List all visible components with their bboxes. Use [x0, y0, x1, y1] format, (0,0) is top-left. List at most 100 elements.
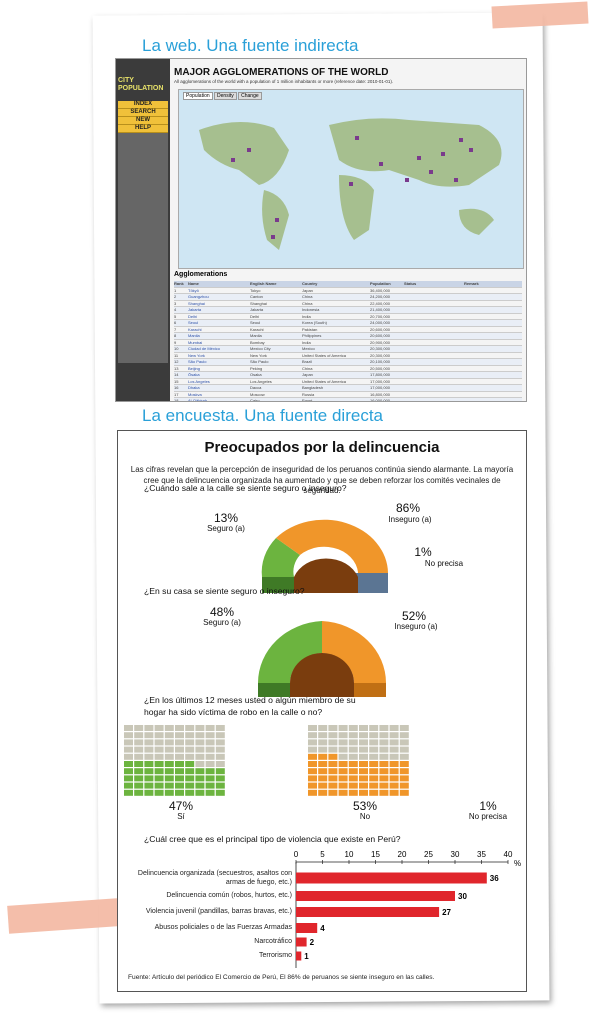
bar-value-label: 1	[304, 952, 309, 961]
menu-item-help[interactable]: HELP	[118, 125, 168, 133]
waffle-cell-si	[195, 739, 205, 746]
menu-item-index[interactable]: INDEX	[118, 101, 168, 109]
table-cell: 22,400,000	[370, 300, 391, 306]
waffle-cell-no	[389, 732, 399, 739]
waffle-cell-no	[308, 761, 317, 767]
table-cell: 9	[174, 339, 177, 345]
table-cell: 13	[174, 365, 179, 371]
waffle-cell-no	[318, 739, 328, 746]
waffle-cell-no	[348, 761, 358, 767]
waffle-cell-no	[328, 775, 338, 782]
waffle-cell-si	[134, 732, 144, 739]
waffle-cell-no	[338, 725, 348, 731]
table-cell[interactable]: Manila	[188, 333, 200, 338]
table-cell: Japan	[302, 287, 313, 293]
table-cell: Canton	[250, 294, 263, 299]
waffle-cell-si	[215, 768, 225, 775]
waffle-cell-si	[154, 789, 164, 796]
table-row: 5 Delhi Delhi India 20,700,000	[174, 313, 522, 320]
waffle-cell-si	[134, 782, 144, 789]
table-cell[interactable]: Ciudad de México	[188, 346, 221, 351]
waffle-cell-si	[185, 775, 195, 782]
waffle-cell-no	[359, 782, 368, 789]
table-cell[interactable]: New York	[188, 352, 205, 358]
table-cell[interactable]: Mumbai	[188, 339, 203, 345]
table-cell[interactable]: Tōkyō	[188, 287, 199, 293]
world-map[interactable]: Population Density Change	[178, 89, 524, 269]
q2-seguro-pct: 48%	[209, 605, 235, 619]
waffle-cell-si	[154, 761, 164, 767]
waffle-cell-no	[348, 768, 358, 775]
waffle-cell-no	[328, 725, 338, 731]
waffle-cell-no	[379, 768, 389, 775]
waffle-cell-no	[348, 753, 358, 760]
waffle-cell-si	[175, 753, 184, 760]
x-tick-label: 15	[371, 850, 380, 859]
waffle-cell-si	[154, 739, 164, 746]
chart-q1-street	[261, 519, 388, 593]
table-cell: 17,000,000	[370, 385, 391, 390]
waffle-cell-si	[154, 732, 164, 739]
table-row: 10 Ciudad de México Mexico City Mexico 20,30…	[174, 346, 522, 353]
waffle-cell-si	[144, 789, 154, 796]
tab-change[interactable]: Change	[238, 92, 262, 100]
waffle-cell-no	[359, 761, 368, 767]
table-cell: Population	[370, 281, 391, 286]
waffle-cell-no	[389, 739, 399, 746]
table-cell: 17	[174, 391, 179, 397]
table-cell: 16,000,000	[370, 398, 391, 402]
table-cell: 11	[174, 352, 179, 358]
table-cell[interactable]: Delhi	[188, 313, 198, 319]
table-cell: India	[302, 313, 311, 319]
table-cell[interactable]: Beijing	[188, 365, 201, 371]
bar	[296, 951, 302, 961]
table-cell[interactable]: Moskva	[188, 391, 202, 397]
menu-item-new[interactable]: NEW	[118, 117, 168, 125]
waffle-cell-si	[175, 746, 184, 753]
table-cell[interactable]: Jakarta	[188, 307, 202, 312]
waffle-cell-no	[328, 789, 338, 796]
waffle-cell-si	[195, 775, 205, 782]
waffle-cell-si	[205, 732, 215, 739]
table-cell[interactable]: São Paulo	[188, 359, 207, 364]
waffle-cell-si	[185, 739, 195, 746]
grid-si	[124, 725, 225, 796]
waffle-cell-no	[399, 739, 409, 746]
survey-intro: Las cifras revelan que la percepción de …	[130, 465, 514, 495]
waffle-cell-si	[215, 782, 225, 789]
table-cell[interactable]: Shanghai	[188, 300, 205, 306]
waffle-cell-no	[379, 732, 389, 739]
table-cell[interactable]: Karachi	[188, 326, 202, 332]
table-cell[interactable]: Ōsaka	[188, 372, 200, 377]
tab-density[interactable]: Density	[214, 92, 237, 100]
q1-np-pct: 1%	[414, 545, 432, 559]
table-cell: Dacca	[250, 385, 262, 390]
waffle-cell-no	[308, 782, 317, 789]
bar-category-label: Narcotráfico	[254, 938, 292, 945]
tab-population[interactable]: Population	[183, 92, 213, 100]
table-cell[interactable]: Al-Qāhirah	[188, 398, 208, 402]
table-cell: Philippines	[302, 333, 322, 338]
table-cell: 20,300,000	[370, 352, 391, 358]
table-row: 14 Ōsaka Osaka Japan 17,800,000	[174, 372, 522, 379]
waffle-cell-no	[338, 732, 348, 739]
table-cell[interactable]: Dhaka	[188, 385, 200, 390]
waffle-cell-si	[164, 753, 174, 760]
waffle-cell-si	[164, 739, 174, 746]
table-cell[interactable]: Los Angeles	[188, 378, 210, 384]
map-tabs: Population Density Change	[183, 92, 262, 100]
waffle-cell-no	[359, 746, 368, 753]
waffle-cell-si	[215, 789, 225, 796]
table-cell[interactable]: Guangzhou	[188, 294, 209, 299]
waffle-cell-si	[144, 732, 154, 739]
menu-item-search[interactable]: SEARCH	[118, 109, 168, 117]
table-row: 3 Shanghai Shanghai China 22,400,000	[174, 300, 522, 307]
waffle-cell-si	[134, 739, 144, 746]
x-tick-label: 5	[320, 850, 325, 859]
question-2: ¿En su casa se siente seguro o inseguro?	[144, 586, 305, 596]
q1-np-label: No precisa	[424, 559, 464, 568]
table-cell: 20,300,000	[370, 346, 391, 351]
table-cell: English Name	[250, 281, 277, 286]
table-cell[interactable]: Seoul	[188, 320, 199, 325]
waffle-cell-si	[164, 746, 174, 753]
